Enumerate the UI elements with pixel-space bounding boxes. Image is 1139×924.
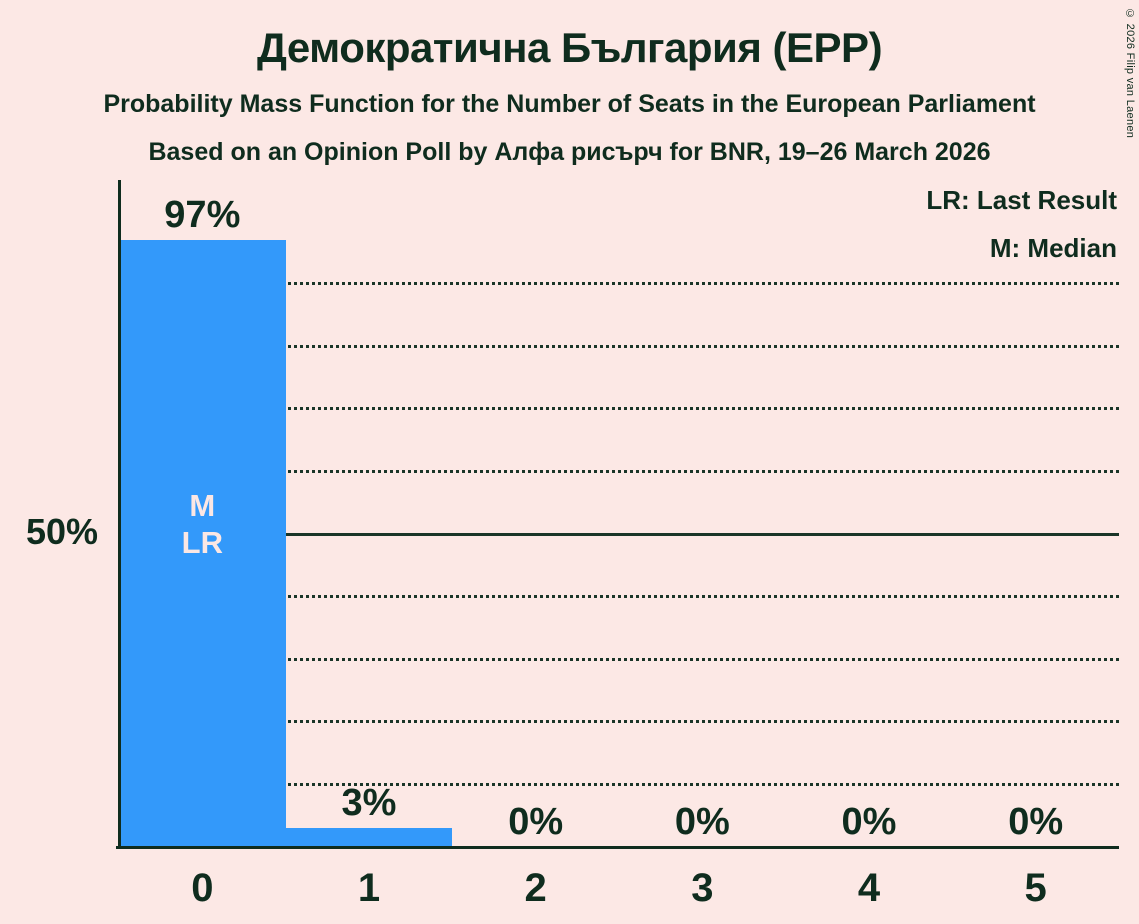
x-tick-label-0: 0 bbox=[191, 866, 214, 910]
chart-title: Демократична България (EPP) bbox=[256, 24, 883, 71]
gridline-80pct bbox=[119, 344, 1119, 348]
gridline-30pct bbox=[119, 657, 1119, 661]
y-axis-line bbox=[118, 180, 121, 849]
median-last-result-marker: M LR bbox=[119, 487, 286, 561]
bar-value-label-0: 97% bbox=[164, 193, 241, 236]
bar-value-label-2: 0% bbox=[508, 801, 564, 843]
gridline-20pct bbox=[119, 720, 1119, 724]
gridline-60pct bbox=[119, 469, 1119, 473]
bar-value-label-4: 0% bbox=[841, 801, 897, 843]
median-label: M bbox=[189, 488, 216, 523]
x-axis-line bbox=[116, 846, 1119, 849]
bar-value-label-1: 3% bbox=[341, 782, 397, 825]
x-tick-label-2: 2 bbox=[524, 866, 547, 910]
legend-median: M: Median bbox=[989, 233, 1117, 263]
gridline-40pct bbox=[119, 595, 1119, 599]
x-tick-label-5: 5 bbox=[1024, 866, 1047, 910]
last-result-label: LR bbox=[181, 525, 223, 560]
bar-value-label-5: 0% bbox=[1008, 801, 1064, 843]
bar-value-label-3: 0% bbox=[674, 801, 730, 843]
bar-seats-1 bbox=[285, 828, 453, 847]
x-tick-label-3: 3 bbox=[691, 866, 714, 910]
chart-source-line: Based on an Opinion Poll by Алфа рисърч … bbox=[148, 138, 991, 166]
gridline-10pct bbox=[119, 782, 1119, 786]
gridline-90pct bbox=[119, 282, 1119, 286]
gridline-70pct bbox=[119, 407, 1119, 411]
legend-last-result: LR: Last Result bbox=[926, 185, 1117, 215]
y-axis-50-percent-label: 50% bbox=[25, 511, 98, 552]
copyright-notice: © 2026 Filip van Laenen bbox=[1124, 8, 1136, 139]
chart-subtitle: Probability Mass Function for the Number… bbox=[103, 90, 1036, 118]
bar-seats-0 bbox=[119, 239, 286, 847]
fifty-percent-line bbox=[119, 532, 1119, 536]
x-tick-label-1: 1 bbox=[357, 866, 381, 910]
x-tick-label-4: 4 bbox=[857, 866, 881, 910]
